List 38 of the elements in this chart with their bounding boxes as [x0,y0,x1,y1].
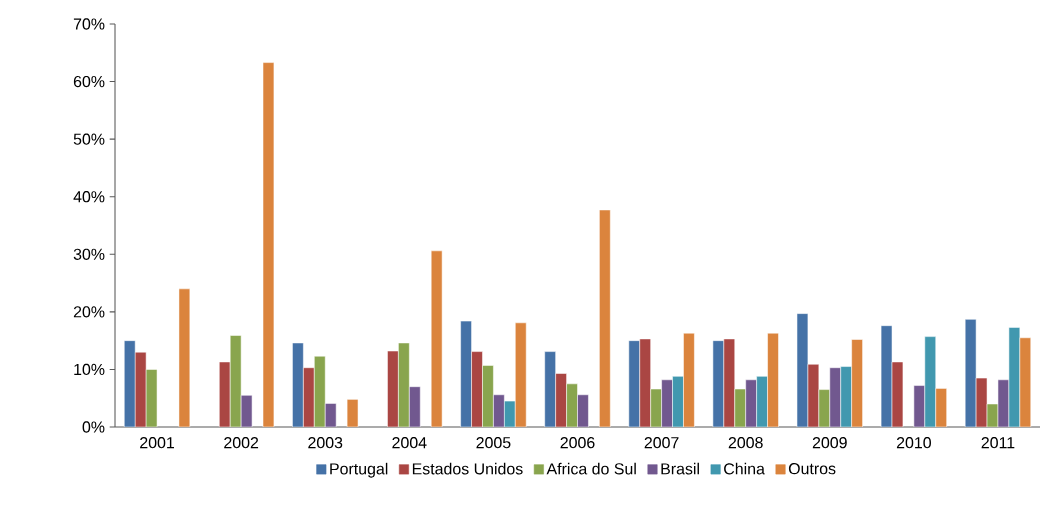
bar [123,340,136,427]
x-tick-label: 2001 [140,437,174,449]
legend-label: Outros [788,463,836,475]
y-tick-label: 60% [73,75,105,88]
y-tick-label: 20% [73,306,105,318]
legend-label: Brasil [661,462,699,475]
x-tick-label: 2011 [981,437,1015,449]
bar [303,367,315,427]
bar [851,339,863,427]
bar [471,351,483,427]
bar [544,351,556,427]
y-tick-label: 10% [74,363,105,376]
bar [515,322,527,427]
y-tick-label: 40% [73,191,105,203]
x-tick-label: 2010 [896,437,931,449]
x-tick-label: 2005 [476,437,511,449]
bar [924,336,937,427]
y-tick-label: 70% [73,18,105,30]
bar [460,320,472,427]
x-tick-label: 2002 [224,437,259,449]
bar [628,340,641,427]
bar [1019,337,1032,427]
legend-label: Portugal [330,462,388,478]
y-tick-label: 30% [73,248,105,260]
legend-label: China [724,462,765,475]
bar [767,332,779,427]
x-tick-label: 2007 [644,437,679,449]
x-tick-label: 2008 [728,437,763,449]
legend-label: Estados Unidos [412,462,523,475]
bar [599,209,611,427]
x-tick-label: 2009 [812,437,847,449]
x-tick-label: 2003 [308,437,343,449]
y-tick-label: 50% [73,133,105,145]
bar [683,332,695,427]
x-tick-label: 2004 [392,437,427,449]
x-tick-label: 2006 [560,437,595,449]
y-tick-label: 0% [82,421,105,433]
legend-label: Africa do Sul [546,462,636,475]
